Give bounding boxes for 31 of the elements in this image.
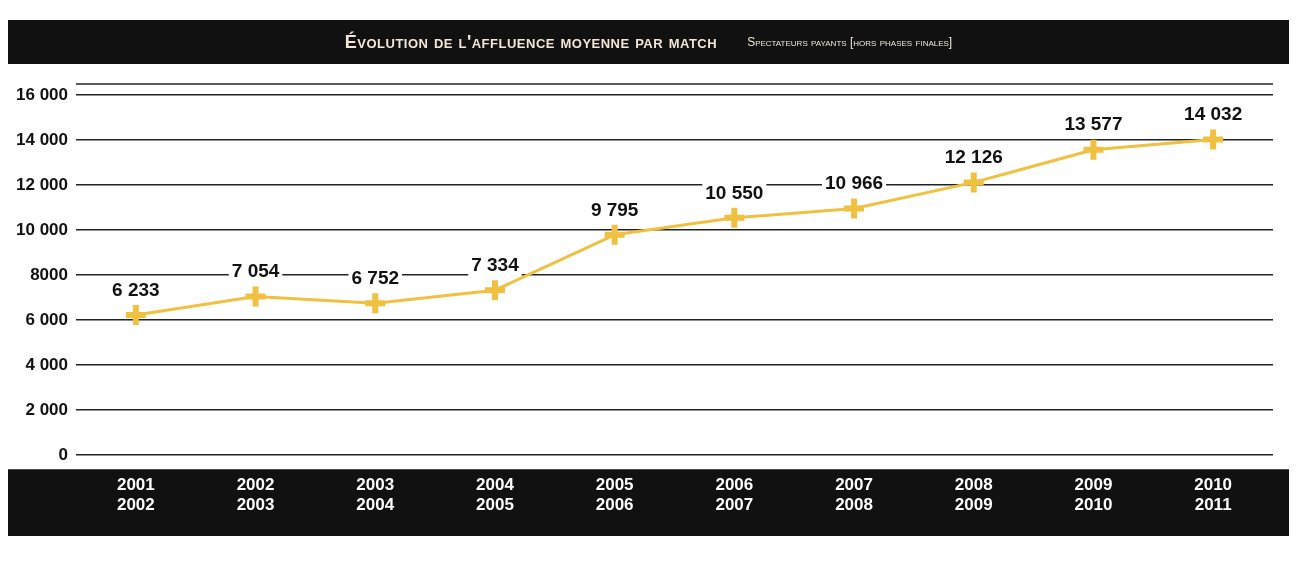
data-label: 13 577: [1064, 113, 1123, 135]
data-label: 6 752: [351, 267, 400, 289]
chart-subtitle: Spectateurs payants [hors phases finales]: [747, 35, 953, 49]
x-tick-label: 2009 2010: [1074, 475, 1113, 515]
x-tick-label: 2001 2002: [116, 475, 155, 515]
y-tick-label: 14 000: [16, 129, 68, 149]
y-tick-label: 4 000: [25, 354, 68, 374]
chart-title: Évolution de l'affluence moyenne par match: [344, 31, 718, 53]
y-tick-label: 0: [58, 444, 68, 464]
x-tick-label: 2007 2008: [835, 475, 873, 515]
y-tick-label: 6 000: [25, 309, 68, 329]
x-tick-label: 2004 2005: [476, 475, 515, 515]
y-tick-label: 16 000: [16, 84, 68, 104]
x-tick-label: 2005 2006: [595, 475, 634, 515]
data-label: 7 054: [231, 260, 280, 282]
data-label: 10 550: [705, 181, 764, 203]
y-tick-label: 2 000: [25, 399, 68, 419]
data-label: 9 795: [590, 198, 639, 220]
x-tick-label: 2010 2011: [1194, 475, 1233, 515]
y-tick-label: 8000: [30, 264, 68, 284]
data-label: 12 126: [944, 146, 1003, 168]
data-label: 7 334: [471, 253, 520, 275]
data-label: 14 032: [1184, 103, 1243, 125]
y-tick-label: 12 000: [16, 174, 68, 194]
data-label: 10 966: [824, 172, 884, 194]
data-label: 6 233: [112, 278, 160, 300]
x-tick-label: 2006 2007: [715, 475, 754, 515]
x-tick-label: 2002 2003: [236, 475, 275, 515]
x-tick-label: 2008 2009: [954, 475, 993, 515]
y-tick-label: 10 000: [16, 219, 68, 239]
x-tick-label: 2003 2004: [356, 475, 395, 515]
